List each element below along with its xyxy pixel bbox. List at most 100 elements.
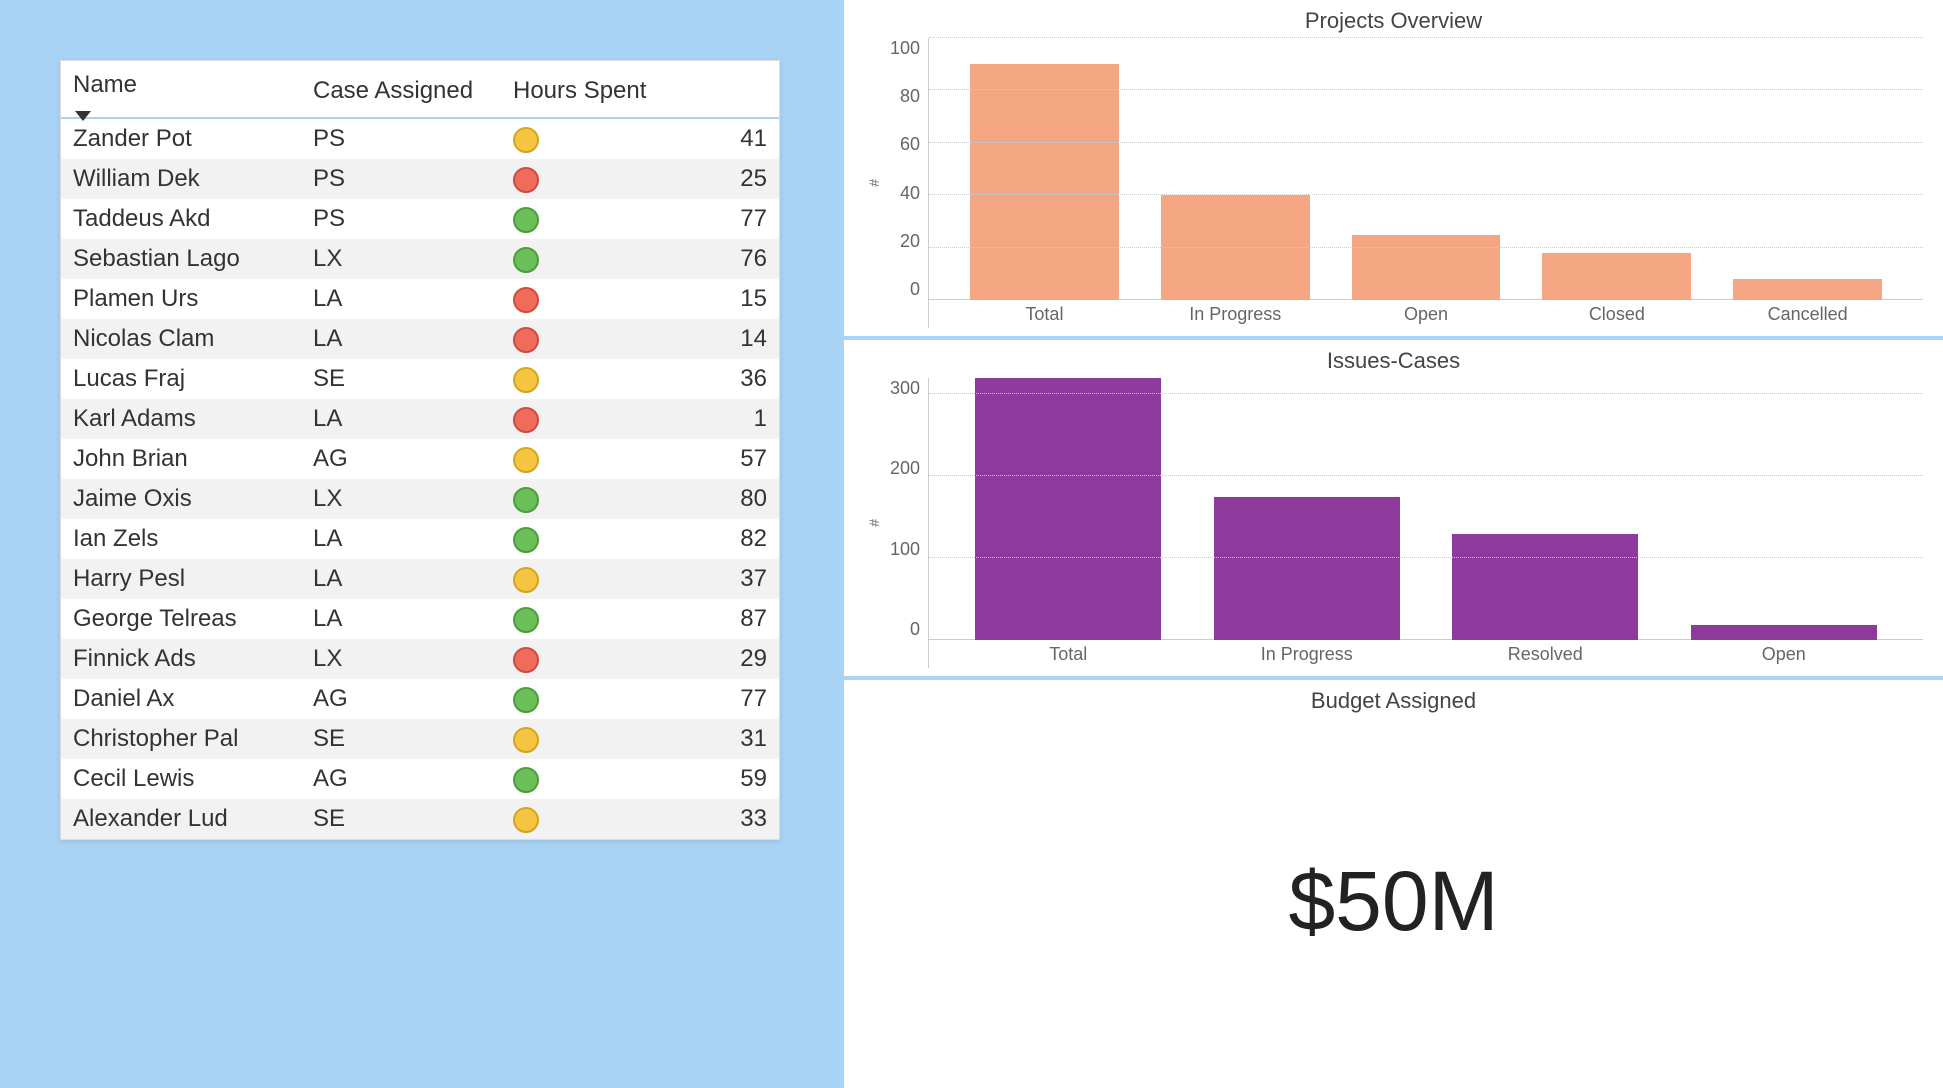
col-header-case[interactable]: Case Assigned xyxy=(301,61,501,118)
cell-status xyxy=(501,439,551,479)
right-panel: Projects Overview # 100806040200 TotalIn… xyxy=(840,0,1943,1088)
table-row[interactable]: Zander PotPS41 xyxy=(61,118,779,159)
table-row[interactable]: Sebastian LagoLX76 xyxy=(61,239,779,279)
cell-name: Lucas Fraj xyxy=(61,359,301,399)
table-row[interactable]: Jaime OxisLX80 xyxy=(61,479,779,519)
cell-hours: 29 xyxy=(551,639,779,679)
cell-name: Alexander Lud xyxy=(61,799,301,839)
table-row[interactable]: Ian ZelsLA82 xyxy=(61,519,779,559)
status-dot-icon xyxy=(513,287,539,313)
status-dot-icon xyxy=(513,247,539,273)
cell-hours: 37 xyxy=(551,559,779,599)
bar[interactable] xyxy=(1542,253,1691,300)
cell-case: LA xyxy=(301,599,501,639)
table-row[interactable]: Daniel AxAG 77 xyxy=(61,679,779,719)
left-panel: Name Case Assigned Hours Spent Zander Po… xyxy=(0,0,840,1088)
bar[interactable] xyxy=(1452,534,1638,640)
cell-case: LX xyxy=(301,479,501,519)
cell-case: AG xyxy=(301,679,501,719)
cell-status xyxy=(501,399,551,439)
table-row[interactable]: Nicolas ClamLA14 xyxy=(61,319,779,359)
cell-name: Cecil Lewis xyxy=(61,759,301,799)
col-header-name[interactable]: Name xyxy=(61,61,301,118)
cell-case: AG xyxy=(301,439,501,479)
bar[interactable] xyxy=(1352,235,1501,301)
table-row[interactable]: John BrianAG 57 xyxy=(61,439,779,479)
y-tick-label: 80 xyxy=(890,86,920,107)
table-row[interactable]: Christopher PalSE31 xyxy=(61,719,779,759)
cell-case: LA xyxy=(301,519,501,559)
cell-status xyxy=(501,319,551,359)
cell-hours: 87 xyxy=(551,599,779,639)
table-row[interactable]: Plamen UrsLA15 xyxy=(61,279,779,319)
bar[interactable] xyxy=(970,64,1119,300)
x-label: In Progress xyxy=(1188,640,1426,668)
table-row[interactable]: Alexander LudSE33 xyxy=(61,799,779,839)
table-row[interactable]: Harry PeslLA37 xyxy=(61,559,779,599)
cell-status xyxy=(501,719,551,759)
cell-status xyxy=(501,199,551,239)
cell-hours: 31 xyxy=(551,719,779,759)
grid-line xyxy=(929,247,1923,248)
x-label: Open xyxy=(1331,300,1522,328)
cell-status xyxy=(501,479,551,519)
cell-hours: 77 xyxy=(551,679,779,719)
cell-case: LA xyxy=(301,279,501,319)
table-row[interactable]: Lucas FrajSE36 xyxy=(61,359,779,399)
x-label: In Progress xyxy=(1140,300,1331,328)
grid-line xyxy=(929,142,1923,143)
table-row[interactable]: George TelreasLA 87 xyxy=(61,599,779,639)
table-row[interactable]: Finnick AdsLX29 xyxy=(61,639,779,679)
bar-slot xyxy=(1665,378,1903,640)
cell-name: Christopher Pal xyxy=(61,719,301,759)
bar[interactable] xyxy=(975,378,1161,640)
cell-name: Nicolas Clam xyxy=(61,319,301,359)
cell-name: Karl Adams xyxy=(61,399,301,439)
cell-status xyxy=(501,279,551,319)
x-label: Open xyxy=(1665,640,1903,668)
cell-hours: 15 xyxy=(551,279,779,319)
cell-hours: 59 xyxy=(551,759,779,799)
cell-status xyxy=(501,118,551,159)
issues-y-label: # xyxy=(864,519,884,527)
staff-table: Name Case Assigned Hours Spent Zander Po… xyxy=(61,61,779,839)
bar[interactable] xyxy=(1733,279,1882,300)
status-dot-icon xyxy=(513,567,539,593)
grid-line xyxy=(929,194,1923,195)
cell-name: Sebastian Lago xyxy=(61,239,301,279)
bar[interactable] xyxy=(1691,625,1877,640)
cell-hours: 25 xyxy=(551,159,779,199)
cell-name: Daniel Ax xyxy=(61,679,301,719)
cell-name: Finnick Ads xyxy=(61,639,301,679)
cell-hours: 57 xyxy=(551,439,779,479)
projects-y-label: # xyxy=(864,179,884,187)
cell-name: George Telreas xyxy=(61,599,301,639)
y-tick-label: 100 xyxy=(890,539,920,560)
x-label: Cancelled xyxy=(1712,300,1903,328)
y-tick-label: 60 xyxy=(890,134,920,155)
table-row[interactable]: William DekPS25 xyxy=(61,159,779,199)
staff-table-card: Name Case Assigned Hours Spent Zander Po… xyxy=(60,60,780,840)
col-header-hours[interactable]: Hours Spent xyxy=(501,61,779,118)
bar-slot xyxy=(1331,38,1522,300)
budget-title: Budget Assigned xyxy=(1311,688,1476,714)
cell-name: John Brian xyxy=(61,439,301,479)
grid-line xyxy=(929,89,1923,90)
cell-hours: 76 xyxy=(551,239,779,279)
table-row[interactable]: Taddeus AkdPS77 xyxy=(61,199,779,239)
table-row[interactable]: Cecil LewisAG59 xyxy=(61,759,779,799)
cell-name: Harry Pesl xyxy=(61,559,301,599)
status-dot-icon xyxy=(513,407,539,433)
status-dot-icon xyxy=(513,767,539,793)
x-label: Total xyxy=(949,640,1187,668)
table-row[interactable]: Karl AdamsLA1 xyxy=(61,399,779,439)
issues-chart[interactable]: # 3002001000 TotalIn ProgressResolvedOpe… xyxy=(864,378,1923,668)
projects-chart[interactable]: # 100806040200 TotalIn ProgressOpenClose… xyxy=(864,38,1923,328)
status-dot-icon xyxy=(513,727,539,753)
projects-chart-section: Projects Overview # 100806040200 TotalIn… xyxy=(844,0,1943,340)
cell-hours: 82 xyxy=(551,519,779,559)
cell-status xyxy=(501,519,551,559)
y-tick-label: 0 xyxy=(890,619,920,640)
status-dot-icon xyxy=(513,367,539,393)
bar[interactable] xyxy=(1214,497,1400,640)
